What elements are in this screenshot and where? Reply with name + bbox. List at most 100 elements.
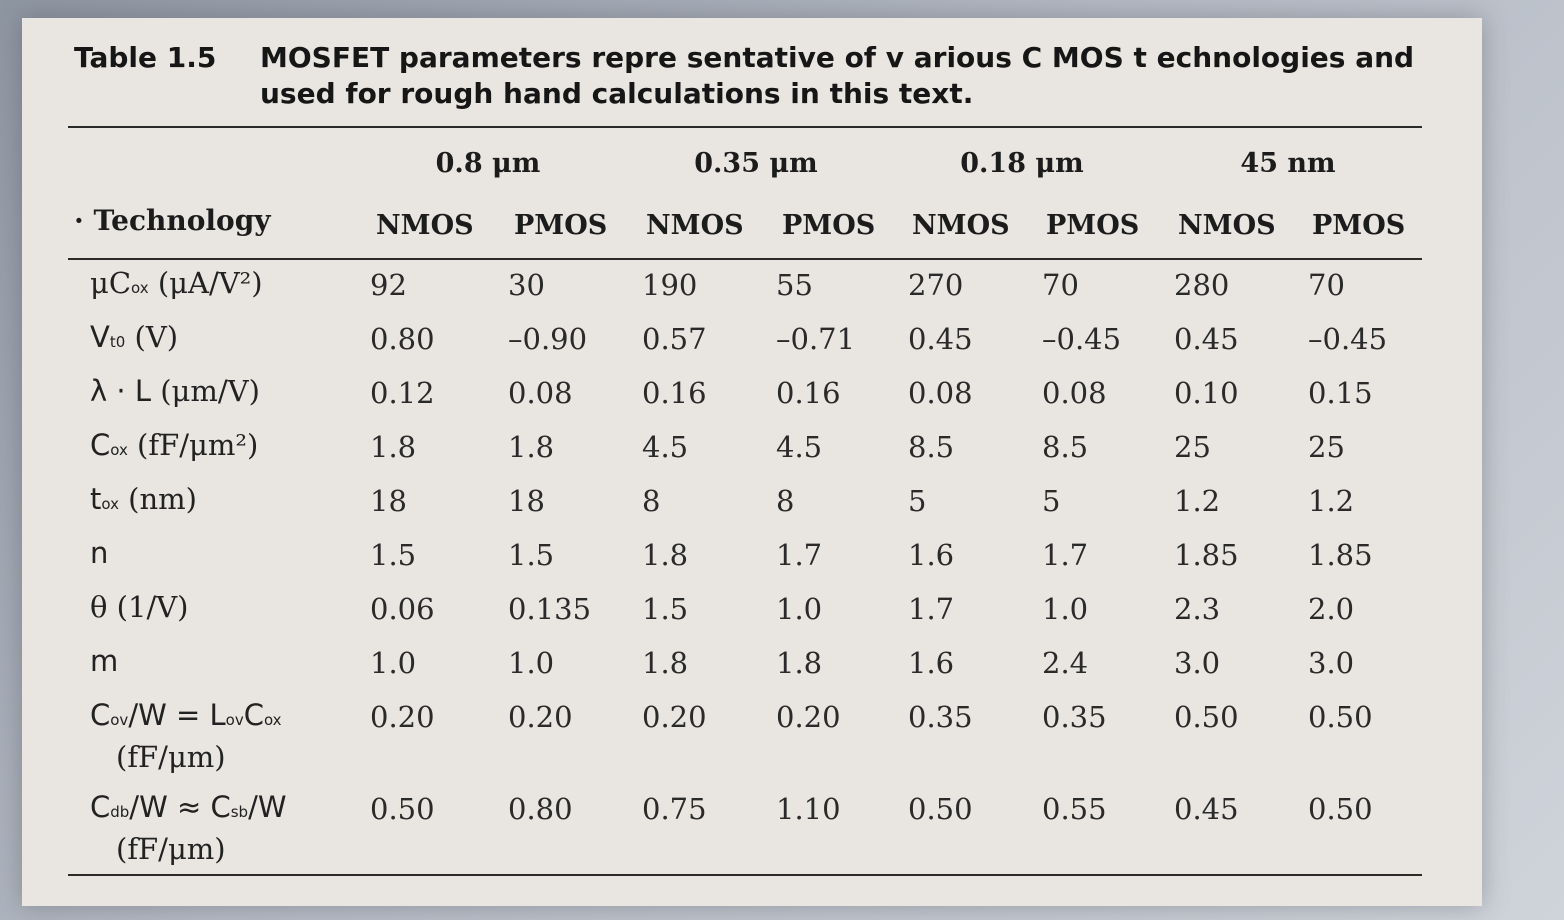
row-label-part: C xyxy=(90,698,111,732)
table-cell: 1.8 xyxy=(776,646,823,680)
row-label-part: t0 xyxy=(109,333,126,351)
row-label: Cox (fF/μm²) xyxy=(90,428,258,462)
row-label-part: ox xyxy=(263,711,282,729)
table-cell: 8.5 xyxy=(908,430,955,464)
row-label-part: /W = L xyxy=(128,698,226,732)
table-cell: 4.5 xyxy=(642,430,689,464)
table-cell: 1.2 xyxy=(1174,484,1221,518)
row-label: μCox (μA/V²) xyxy=(90,266,263,300)
table-cell: 0.55 xyxy=(1042,792,1107,826)
row-label: θ (1/V) xyxy=(90,590,188,624)
col-header: NMOS xyxy=(376,210,474,241)
col-header: PMOS xyxy=(1312,210,1406,241)
table-caption-text: MOSFET parameters repre sentative of v a… xyxy=(260,41,1415,110)
table-cell: 1.85 xyxy=(1174,538,1239,572)
table-cell: 8 xyxy=(776,484,795,518)
table-cell: 0.80 xyxy=(508,792,573,826)
row-label-part: C xyxy=(243,698,264,732)
row-label-part: ox xyxy=(101,495,119,513)
table-cell: 1.0 xyxy=(508,646,555,680)
table-cell: 0.45 xyxy=(1174,322,1239,356)
table-cell: 0.57 xyxy=(642,322,707,356)
table-cell: 0.50 xyxy=(1308,792,1373,826)
row-label: Cov/W = LovCox xyxy=(90,698,282,732)
table-cell: 1.5 xyxy=(642,592,689,626)
table-cell: 0.45 xyxy=(908,322,973,356)
group-header-0.18um: 0.18 μm xyxy=(960,148,1084,179)
table-cell: 0.50 xyxy=(1308,700,1373,734)
table-cell: 0.35 xyxy=(908,700,973,734)
table-cell: 280 xyxy=(1174,268,1230,302)
col-header: NMOS xyxy=(912,210,1010,241)
group-header-45nm: 45 nm xyxy=(1240,148,1336,179)
table-cell: 0.08 xyxy=(908,376,973,410)
table-cell: 0.20 xyxy=(508,700,573,734)
technology-label: · Technology xyxy=(74,204,271,237)
col-header: NMOS xyxy=(1178,210,1276,241)
table-cell: –0.45 xyxy=(1308,322,1388,356)
group-header-0.35um: 0.35 μm xyxy=(694,148,818,179)
table-cell: 1.0 xyxy=(776,592,823,626)
table-cell: –0.90 xyxy=(508,322,588,356)
table-cell: 1.6 xyxy=(908,646,955,680)
group-header-0.8um: 0.8 μm xyxy=(435,148,541,179)
table-cell: 0.16 xyxy=(776,376,841,410)
table-cell: 0.50 xyxy=(1174,700,1239,734)
table-cell: 1.8 xyxy=(370,430,417,464)
table-cell: 3.0 xyxy=(1308,646,1355,680)
table-cell: –0.45 xyxy=(1042,322,1122,356)
table-cell: 55 xyxy=(776,268,813,302)
table-cell: 70 xyxy=(1042,268,1079,302)
table-cell: 1.7 xyxy=(908,592,955,626)
top-rule xyxy=(68,126,1422,128)
table-cell: 30 xyxy=(508,268,545,302)
table-cell: 8.5 xyxy=(1042,430,1089,464)
row-label-part: ov xyxy=(110,711,129,729)
table-cell: 1.10 xyxy=(776,792,841,826)
bottom-rule xyxy=(68,874,1422,876)
row-label-part: (nm) xyxy=(118,482,197,516)
table-cell: 70 xyxy=(1308,268,1345,302)
table-cell: 0.20 xyxy=(642,700,707,734)
row-label: tox (nm) xyxy=(90,482,197,516)
table-caption: Table 1.5 MOSFET parameters repre sentati… xyxy=(74,40,1454,112)
table-cell: 2.0 xyxy=(1308,592,1355,626)
row-label-part: t xyxy=(90,482,102,516)
row-label-part: (fF/μm²) xyxy=(127,428,259,462)
table-cell: 0.80 xyxy=(370,322,435,356)
row-label-part: (V) xyxy=(125,320,179,354)
table-cell: 1.0 xyxy=(1042,592,1089,626)
table-cell: 0.20 xyxy=(776,700,841,734)
row-label-part: /W ≈ C xyxy=(129,790,231,824)
table-cell: 92 xyxy=(370,268,407,302)
row-label-part: C xyxy=(90,428,111,462)
row-label-part: ox xyxy=(110,441,128,459)
table-cell: 190 xyxy=(642,268,698,302)
row-label-part: (μm/V) xyxy=(150,374,260,408)
table-cell: 0.50 xyxy=(370,792,435,826)
table-cell: 0.20 xyxy=(370,700,435,734)
table-cell: 1.85 xyxy=(1308,538,1373,572)
table-cell: 0.135 xyxy=(508,592,592,626)
row-label-part: ov xyxy=(225,711,244,729)
table-cell: 0.16 xyxy=(642,376,707,410)
table-cell: –0.71 xyxy=(776,322,856,356)
row-label: λ · L (μm/V) xyxy=(90,374,260,408)
table-cell: 18 xyxy=(508,484,545,518)
table-cell: 1.8 xyxy=(642,538,689,572)
col-header: PMOS xyxy=(782,210,876,241)
table-cell: 0.50 xyxy=(908,792,973,826)
row-label-part: θ xyxy=(90,590,108,624)
table-cell: 0.45 xyxy=(1174,792,1239,826)
row-label-part: sb xyxy=(230,803,249,821)
table-cell: 270 xyxy=(908,268,964,302)
col-header: PMOS xyxy=(1046,210,1140,241)
row-label: m xyxy=(90,644,118,678)
row-label-part: V xyxy=(90,320,110,354)
table-cell: 1.2 xyxy=(1308,484,1355,518)
table-cell: 8 xyxy=(642,484,661,518)
table-cell: 0.15 xyxy=(1308,376,1373,410)
row-label-part: λ · L xyxy=(90,374,151,408)
table-cell: 0.08 xyxy=(508,376,573,410)
row-label: n xyxy=(90,536,108,570)
